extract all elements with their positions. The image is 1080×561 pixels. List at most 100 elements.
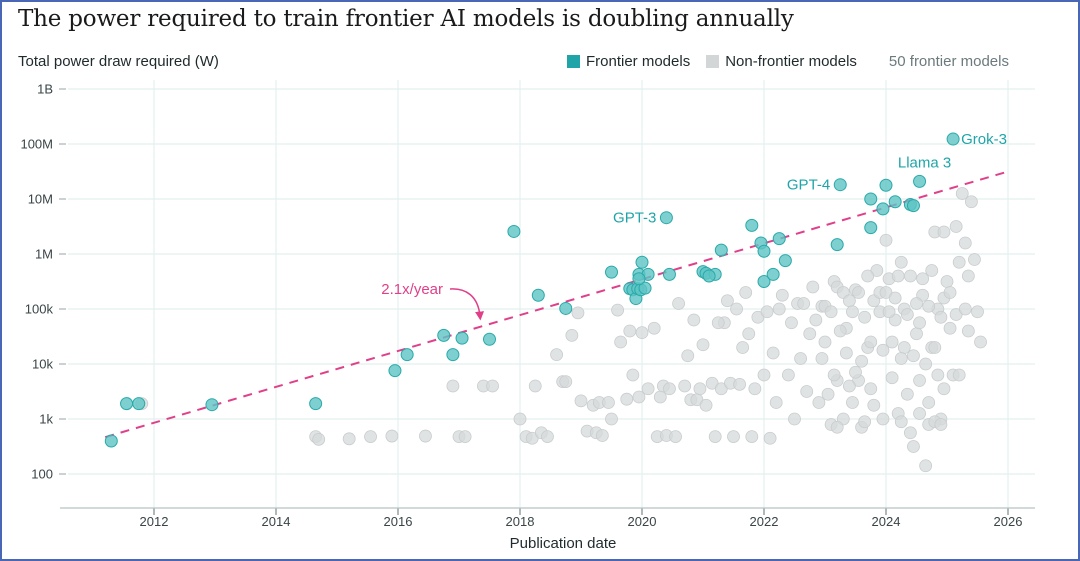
nonfrontier-point (574, 394, 588, 408)
frontier-point (913, 174, 927, 188)
frontier-point (833, 178, 847, 192)
nonfrontier-point (846, 305, 859, 319)
frontier-point (483, 332, 496, 346)
nonfrontier-point (968, 253, 981, 266)
nonfrontier-point (757, 368, 771, 382)
nonfrontier-point (699, 398, 713, 412)
nonfrontier-point (635, 326, 649, 340)
nonfrontier-point (907, 349, 920, 363)
frontier-point (638, 281, 652, 295)
nonfrontier-point (385, 429, 399, 443)
nonfrontier-point (669, 430, 682, 444)
nonfrontier-point (797, 297, 811, 310)
nonfrontier-point (876, 343, 890, 357)
nonfrontier-point (806, 280, 820, 294)
nonfrontier-point (879, 233, 893, 247)
nonfrontier-point (958, 302, 972, 316)
nonfrontier-point (760, 305, 774, 319)
nonfrontier-point (949, 220, 963, 233)
trend-line-group (104, 170, 1009, 439)
nonfrontier-point (852, 286, 865, 299)
y-tick-label: 1k (39, 412, 53, 427)
nonfrontier-point (952, 255, 966, 269)
nonfrontier-point (800, 385, 814, 398)
nonfrontier-point (839, 346, 853, 360)
frontier-point (559, 301, 573, 315)
model-label: Grok-3 (961, 131, 1007, 148)
nonfrontier-point (858, 415, 872, 429)
nonfrontier-point (961, 269, 975, 283)
nonfrontier-point (693, 382, 707, 396)
frontier-point (906, 199, 920, 213)
x-tick-label: 2022 (750, 514, 779, 529)
frontier-point (132, 397, 146, 411)
nonfrontier-point (904, 269, 917, 283)
frontier-point (778, 254, 792, 268)
nonfrontier-point (782, 368, 795, 382)
legend-item-frontier[interactable]: Frontier models (567, 53, 690, 70)
nonfrontier-point (595, 429, 609, 442)
frontier-point (507, 224, 521, 238)
trend-line (104, 170, 1009, 439)
nonfrontier-point (900, 387, 914, 401)
frontier-point (531, 288, 545, 302)
model-label: Llama 3 (898, 154, 951, 171)
x-tick-label: 2014 (262, 514, 291, 529)
frontier-point (830, 238, 844, 252)
trend-label: 2.1x/year (381, 281, 443, 298)
nonfrontier-point (943, 321, 957, 335)
frontier-point (876, 202, 890, 216)
nonfrontier-point (513, 412, 527, 426)
nonfrontier-point (419, 429, 432, 443)
nonfrontier-point (910, 327, 923, 341)
nonfrontier-point (861, 269, 875, 283)
nonfrontier-point (922, 396, 936, 409)
nonfrontier-point (919, 459, 933, 473)
nonfrontier-point (663, 382, 676, 396)
frontier-point (309, 397, 323, 411)
nonfrontier-point (736, 341, 750, 354)
nonfrontier-point (809, 313, 823, 327)
nonfrontier-point (727, 430, 740, 444)
nonfrontier-point (632, 390, 646, 404)
nonfrontier-point (672, 297, 685, 310)
y-axis-label: Total power draw required (W) (18, 53, 219, 70)
nonfrontier-point (794, 352, 807, 365)
nonfrontier-point (626, 368, 640, 382)
nonfrontier-point (687, 313, 701, 327)
nonfrontier-point (952, 368, 966, 382)
frontier-point (205, 398, 219, 412)
y-tick-label: 100 (31, 467, 53, 482)
nonfrontier-point (678, 379, 692, 393)
frontier-count: 50 frontier models (888, 53, 1009, 70)
frontier-point (437, 328, 451, 342)
x-tick-label: 2018 (506, 514, 535, 529)
nonfrontier-point (446, 379, 460, 393)
nonfrontier-point (748, 382, 762, 396)
nonfrontier-point (934, 310, 948, 324)
nonfrontier-point (961, 324, 975, 338)
nonfrontier-point (974, 335, 987, 349)
nonfrontier-point (958, 236, 972, 250)
legend-item-nonfrontier[interactable]: Non-frontier models (706, 53, 857, 70)
x-axis-label: Publication date (510, 535, 617, 552)
nonfrontier-point (864, 382, 878, 396)
frontier-points (104, 132, 960, 448)
nonfrontier-point (888, 291, 902, 305)
nonfrontier-point (641, 382, 655, 396)
legend-label-frontier: Frontier models (586, 53, 691, 70)
nonfrontier-point (882, 305, 896, 319)
nonfrontier-point (803, 327, 817, 341)
legend-label-nonfrontier: Non-frontier models (725, 53, 857, 70)
legend-swatch-nonfrontier (706, 55, 720, 68)
x-tick-label: 2016 (384, 514, 413, 529)
annotations: GPT-3 GPT-4 Llama 3 Grok-3 2.1x/year (381, 131, 1007, 321)
x-tick-label: 2012 (140, 514, 169, 529)
nonfrontier-point (681, 349, 695, 363)
frontier-point (659, 211, 673, 225)
nonfrontier-point (940, 275, 954, 288)
nonfrontier-point (772, 302, 786, 316)
nonfrontier-point (605, 412, 618, 426)
